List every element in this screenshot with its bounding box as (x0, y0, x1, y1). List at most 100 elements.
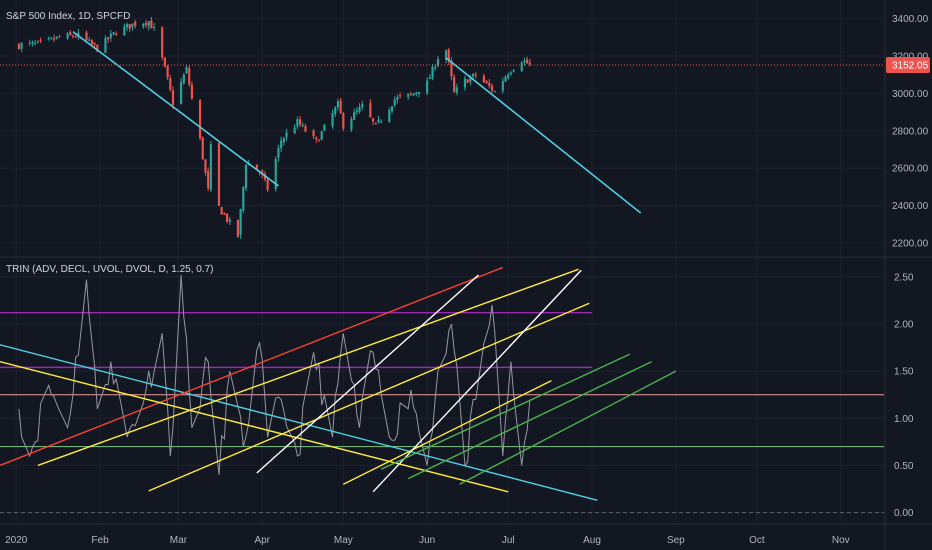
candle-body[interactable] (358, 106, 361, 112)
candle-body[interactable] (285, 132, 288, 138)
candle-body[interactable] (31, 42, 34, 44)
candle-body[interactable] (323, 124, 326, 131)
candle-body[interactable] (388, 109, 391, 122)
candle-body[interactable] (350, 119, 353, 130)
candle-body[interactable] (361, 104, 364, 108)
candle-body[interactable] (34, 42, 37, 44)
candle-body[interactable] (77, 32, 80, 38)
trin-trendline[interactable] (380, 353, 631, 470)
candle-body[interactable] (112, 32, 115, 35)
candle-body[interactable] (526, 59, 529, 64)
candle-body[interactable] (507, 74, 510, 79)
candle-body[interactable] (190, 84, 194, 99)
candle-body[interactable] (228, 219, 231, 222)
trin-trendline[interactable] (372, 269, 582, 493)
candle-body[interactable] (528, 62, 531, 65)
candle-body[interactable] (20, 43, 23, 49)
candle-body[interactable] (371, 118, 375, 122)
candle-body[interactable] (201, 137, 204, 160)
candle-body[interactable] (17, 43, 21, 49)
candle-body[interactable] (147, 21, 150, 27)
candle-body[interactable] (107, 37, 110, 40)
trin-trendline[interactable] (256, 274, 479, 474)
candle-body[interactable] (166, 66, 169, 78)
candle-body[interactable] (207, 171, 210, 189)
candle-body[interactable] (198, 100, 202, 139)
candle-body[interactable] (490, 85, 494, 91)
candle-body[interactable] (36, 40, 39, 42)
candle-body[interactable] (88, 39, 91, 41)
candle-body[interactable] (153, 27, 156, 29)
trin-pane[interactable] (0, 266, 884, 514)
candle-body[interactable] (50, 37, 53, 39)
candle-body[interactable] (447, 49, 450, 62)
candle-body[interactable] (280, 140, 283, 149)
candle-body[interactable] (93, 42, 96, 45)
candle-body[interactable] (369, 102, 372, 118)
trin-trendline[interactable] (37, 268, 579, 467)
candle-body[interactable] (466, 79, 469, 84)
candle-body[interactable] (188, 68, 191, 85)
candle-body[interactable] (342, 113, 345, 129)
candle-body[interactable] (504, 76, 507, 82)
candle-body[interactable] (171, 90, 175, 106)
candle-body[interactable] (55, 36, 58, 39)
candle-body[interactable] (104, 37, 107, 53)
candle-body[interactable] (236, 219, 239, 237)
candle-body[interactable] (282, 138, 285, 143)
candle-body[interactable] (131, 23, 134, 28)
candle-body[interactable] (109, 33, 112, 38)
candle-body[interactable] (180, 81, 183, 104)
candle-body[interactable] (399, 95, 402, 97)
candle-body[interactable] (436, 59, 440, 67)
trin-trendline[interactable] (407, 361, 652, 480)
candle-body[interactable] (242, 186, 245, 211)
candle-body[interactable] (312, 130, 315, 137)
candle-body[interactable] (301, 125, 304, 127)
candle-body[interactable] (293, 127, 296, 134)
candle-body[interactable] (520, 62, 523, 72)
candle-body[interactable] (339, 100, 342, 114)
candle-body[interactable] (163, 57, 166, 67)
price-trendline[interactable] (72, 31, 279, 187)
candle-body[interactable] (523, 60, 526, 63)
candle-body[interactable] (412, 93, 415, 96)
candle-body[interactable] (182, 74, 185, 83)
candle-body[interactable] (415, 92, 418, 94)
candle-body[interactable] (336, 101, 340, 108)
candle-body[interactable] (482, 75, 485, 83)
trin-trendline[interactable] (0, 361, 509, 493)
candle-body[interactable] (501, 81, 504, 91)
candle-body[interactable] (331, 113, 334, 127)
candle-body[interactable] (485, 81, 488, 84)
candle-body[interactable] (226, 213, 229, 222)
candle-body[interactable] (512, 70, 515, 72)
candle-body[interactable] (39, 40, 42, 42)
candle-body[interactable] (304, 126, 307, 132)
candle-body[interactable] (52, 38, 56, 40)
candle-body[interactable] (453, 77, 456, 92)
candle-body[interactable] (85, 32, 88, 41)
candle-body[interactable] (123, 26, 126, 35)
candle-body[interactable] (266, 179, 269, 190)
candle-body[interactable] (28, 42, 31, 44)
candle-body[interactable] (353, 112, 356, 120)
candle-body[interactable] (393, 99, 396, 106)
candle-body[interactable] (58, 36, 61, 38)
trin-series-line[interactable] (18, 274, 531, 475)
candle-body[interactable] (509, 72, 513, 75)
candle-body[interactable] (128, 24, 131, 29)
candle-body[interactable] (71, 35, 75, 37)
candle-body[interactable] (169, 78, 172, 90)
candle-body[interactable] (444, 50, 448, 60)
candle-body[interactable] (334, 107, 337, 115)
candle-body[interactable] (493, 91, 496, 93)
candle-body[interactable] (277, 148, 280, 158)
candle-body[interactable] (74, 36, 77, 38)
candle-body[interactable] (315, 137, 318, 140)
candle-body[interactable] (223, 213, 226, 215)
candle-body[interactable] (217, 142, 221, 206)
candle-body[interactable] (298, 119, 302, 125)
candle-body[interactable] (355, 110, 358, 113)
